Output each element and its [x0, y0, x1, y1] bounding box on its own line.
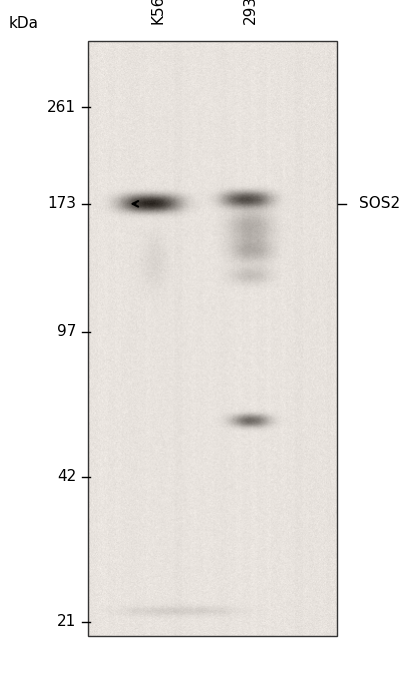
Text: 293T: 293T	[243, 0, 258, 24]
Text: 42: 42	[57, 469, 76, 484]
Text: kDa: kDa	[9, 16, 39, 31]
Text: 21: 21	[57, 614, 76, 630]
Text: 173: 173	[47, 196, 76, 211]
Text: 261: 261	[47, 100, 76, 115]
Bar	[88, 41, 337, 636]
Text: K562: K562	[151, 0, 166, 24]
Text: 97: 97	[57, 324, 76, 339]
Text: SOS2: SOS2	[359, 196, 400, 211]
